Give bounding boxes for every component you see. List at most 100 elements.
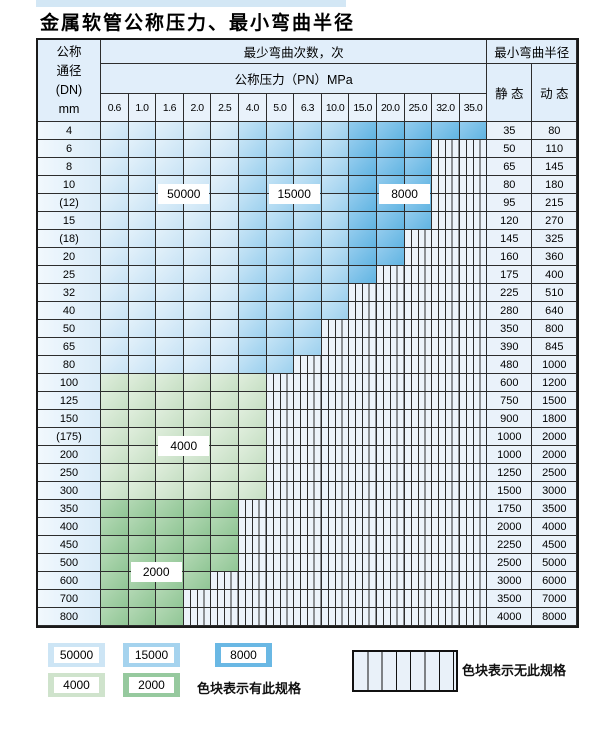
cycles-cell-b1 bbox=[183, 158, 212, 176]
no-spec-cell bbox=[349, 410, 377, 428]
dn-cell: (12) bbox=[38, 194, 101, 212]
cycles-cell-b2 bbox=[238, 248, 267, 266]
no-spec-cell bbox=[432, 212, 460, 230]
dn-cell: 125 bbox=[38, 392, 101, 410]
no-spec-cell bbox=[459, 572, 488, 590]
no-spec-cell bbox=[376, 536, 405, 554]
no-spec-cell bbox=[404, 608, 433, 626]
cycles-cell-b1 bbox=[183, 338, 212, 356]
legend-swatch-4000: 4000 bbox=[48, 673, 105, 697]
no-spec-cell bbox=[349, 392, 377, 410]
legend-no-spec-label: 色块表示无此规格 bbox=[462, 663, 567, 678]
top-strip-decoration bbox=[36, 0, 346, 7]
no-spec-cell bbox=[349, 464, 377, 482]
cycles-cell-b1 bbox=[211, 158, 239, 176]
cycles-cell-b2 bbox=[321, 284, 350, 302]
cycles-cell-g1 bbox=[101, 392, 129, 410]
no-spec-cell bbox=[376, 446, 405, 464]
legend-has-spec-label: 色块表示有此规格 bbox=[197, 681, 302, 696]
no-spec-cell bbox=[294, 374, 322, 392]
cycles-cell-b3 bbox=[349, 122, 377, 140]
cycles-cell-b2 bbox=[238, 356, 267, 374]
cycles-cell-b1 bbox=[211, 338, 239, 356]
static-value-cell: 145 bbox=[487, 230, 533, 248]
cycles-cell-g1 bbox=[101, 428, 129, 446]
no-spec-cell bbox=[376, 590, 405, 608]
pressure-col-header-10.0: 10.0 bbox=[321, 94, 350, 122]
static-value-cell: 390 bbox=[487, 338, 533, 356]
dn-cell: 15 bbox=[38, 212, 101, 230]
static-value-cell: 1500 bbox=[487, 482, 533, 500]
cycles-cell-b1 bbox=[156, 122, 184, 140]
cycles-cell-b1 bbox=[128, 140, 157, 158]
cycles-cell-b2 bbox=[238, 176, 267, 194]
cycles-cell-b2 bbox=[294, 284, 322, 302]
cycles-cell-g2 bbox=[101, 500, 129, 518]
cycles-cell-b1 bbox=[101, 176, 129, 194]
no-spec-cell bbox=[349, 518, 377, 536]
cycles-cell-b1 bbox=[128, 230, 157, 248]
cycles-cell-g2 bbox=[101, 590, 129, 608]
cycles-cell-b1 bbox=[156, 248, 184, 266]
no-spec-cell bbox=[321, 446, 350, 464]
no-spec-cell bbox=[321, 482, 350, 500]
static-value-cell: 65 bbox=[487, 158, 533, 176]
cycles-cell-b1 bbox=[183, 248, 212, 266]
no-spec-cell bbox=[321, 374, 350, 392]
cycles-cell-b1 bbox=[183, 266, 212, 284]
static-value-cell: 1000 bbox=[487, 446, 533, 464]
cycles-cell-b1 bbox=[128, 158, 157, 176]
no-spec-cell bbox=[459, 554, 488, 572]
no-spec-cell bbox=[266, 446, 295, 464]
no-spec-cell bbox=[432, 410, 460, 428]
cycles-cell-b1 bbox=[211, 320, 239, 338]
no-spec-cell bbox=[404, 482, 433, 500]
dynamic-value-cell: 800 bbox=[532, 320, 578, 338]
static-value-cell: 1250 bbox=[487, 464, 533, 482]
pressure-col-header-25.0: 25.0 bbox=[404, 94, 433, 122]
bend-cycles-header: 最少弯曲次数，次 bbox=[101, 40, 488, 64]
no-spec-cell bbox=[376, 554, 405, 572]
cycles-cell-g1 bbox=[128, 446, 157, 464]
static-value-cell: 2000 bbox=[487, 518, 533, 536]
cycles-cell-b1 bbox=[183, 230, 212, 248]
no-spec-cell bbox=[432, 536, 460, 554]
cycles-cell-b2 bbox=[238, 158, 267, 176]
pressure-col-header-0.6: 0.6 bbox=[101, 94, 129, 122]
legend-swatch-50000: 50000 bbox=[48, 643, 105, 667]
dn-cell: (18) bbox=[38, 230, 101, 248]
no-spec-cell bbox=[294, 518, 322, 536]
no-spec-cell bbox=[404, 572, 433, 590]
no-spec-cell bbox=[211, 590, 239, 608]
cycles-cell-b2 bbox=[321, 212, 350, 230]
no-spec-cell bbox=[376, 410, 405, 428]
cycles-cell-g2 bbox=[211, 518, 239, 536]
cycles-cell-b2 bbox=[266, 140, 295, 158]
no-spec-cell bbox=[349, 356, 377, 374]
static-value-cell: 95 bbox=[487, 194, 533, 212]
cycles-cell-g1 bbox=[238, 428, 267, 446]
cycles-cell-b2 bbox=[294, 302, 322, 320]
cycles-cell-g1 bbox=[101, 374, 129, 392]
pressure-col-header-1.6: 1.6 bbox=[156, 94, 184, 122]
cycles-cell-b3 bbox=[376, 212, 405, 230]
cycles-cell-b2 bbox=[238, 320, 267, 338]
no-spec-cell bbox=[211, 608, 239, 626]
cycles-cell-b2 bbox=[266, 356, 295, 374]
pressure-col-header-2.5: 2.5 bbox=[211, 94, 239, 122]
pressure-col-header-1.0: 1.0 bbox=[128, 94, 157, 122]
cycles-cell-g1 bbox=[183, 464, 212, 482]
cycles-cell-g2 bbox=[128, 590, 157, 608]
no-spec-cell bbox=[376, 482, 405, 500]
no-spec-cell bbox=[404, 500, 433, 518]
no-spec-cell bbox=[432, 248, 460, 266]
cycles-cell-g1 bbox=[238, 392, 267, 410]
dn-cell: 100 bbox=[38, 374, 101, 392]
legend-no-spec-swatch bbox=[352, 650, 458, 692]
cycles-cell-b1 bbox=[156, 356, 184, 374]
no-spec-cell bbox=[404, 410, 433, 428]
cycles-cell-b3 bbox=[432, 122, 460, 140]
dn-column-header: 公称 通径 (DN) mm bbox=[38, 40, 101, 122]
no-spec-cell bbox=[432, 500, 460, 518]
no-spec-cell bbox=[349, 554, 377, 572]
